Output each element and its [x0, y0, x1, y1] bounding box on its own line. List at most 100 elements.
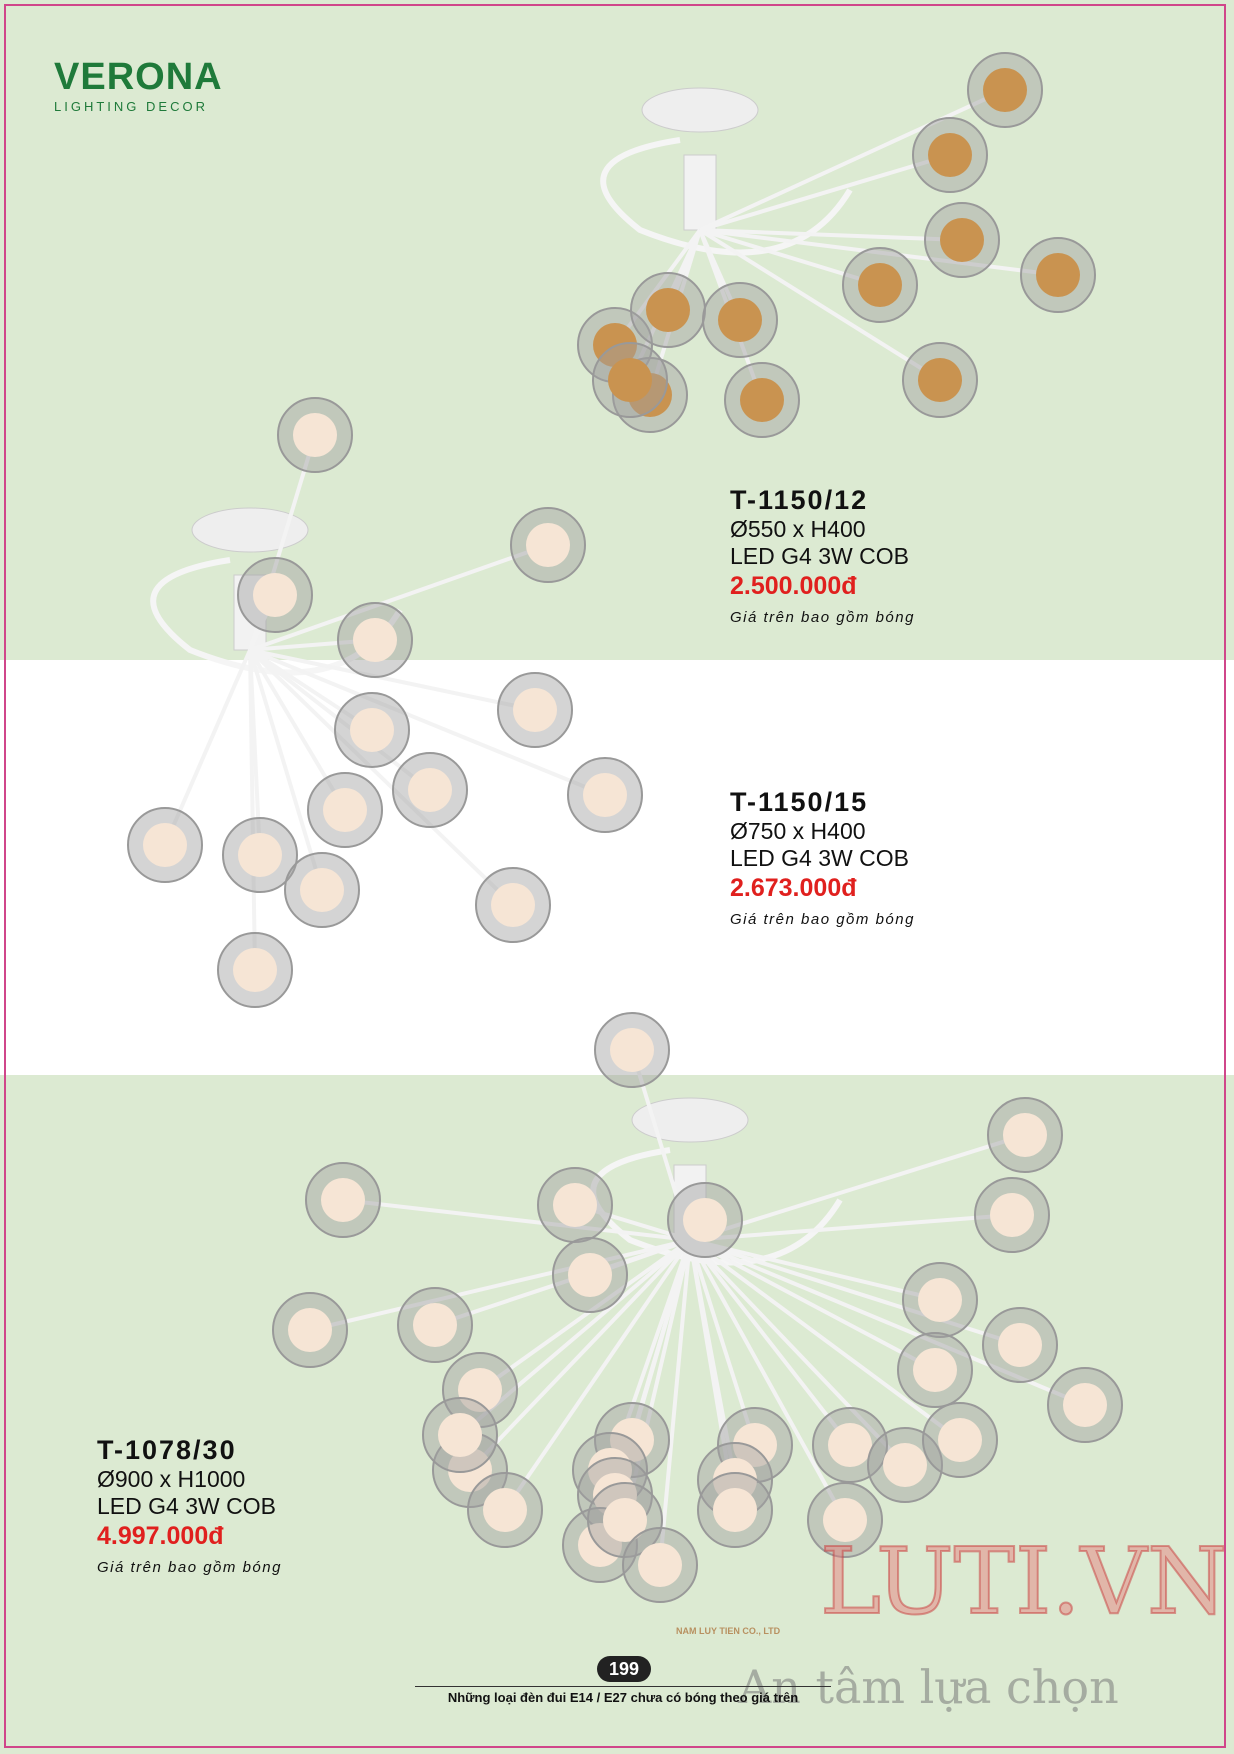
arm-branch [248, 648, 432, 792]
bulb [293, 413, 337, 457]
bulb [526, 523, 570, 567]
arm-branch [623, 1239, 692, 1521]
bulb [593, 323, 637, 367]
bulb [143, 823, 187, 867]
arm-branch [688, 1238, 852, 1447]
bulb [323, 788, 367, 832]
product-code: T-1150/15 [730, 787, 869, 817]
arm [150, 557, 403, 676]
bulb [823, 1498, 867, 1542]
bulb [938, 1418, 982, 1462]
bulb [638, 1543, 682, 1587]
arm-branch [699, 153, 951, 232]
arm-branch [248, 648, 515, 907]
bulb [610, 1028, 654, 1072]
arm-branch [503, 1238, 692, 1512]
bulb [1003, 1113, 1047, 1157]
bulb [940, 218, 984, 262]
arm-branch [689, 1238, 941, 1302]
arm-branch [688, 1239, 847, 1521]
product-size: Ø750 x H400 [730, 818, 866, 844]
watermark-brand: LUTI.VN [819, 1527, 1228, 1636]
bulb [253, 573, 297, 617]
bulb [238, 833, 282, 877]
logo: VERONA LIGHTING DECOR [54, 56, 223, 114]
product-note: Giá trên bao gồm bóng [730, 609, 915, 626]
bulb [553, 1183, 597, 1227]
arm-branch [434, 1238, 691, 1327]
bulb [513, 688, 557, 732]
bulb [491, 883, 535, 927]
product: T-1150/12 Ø550 x H400 LED G4 3W COB 2.50… [730, 485, 915, 626]
arm-branch [249, 648, 536, 712]
bulb [583, 773, 627, 817]
bulb [740, 378, 784, 422]
bulb [683, 1198, 727, 1242]
bulb [568, 1253, 612, 1297]
watermark-company: NAM LUY TIEN CO., LTD [676, 1626, 781, 1636]
arm-branch [688, 1238, 962, 1442]
bulb [983, 68, 1027, 112]
product-size: Ø550 x H400 [730, 516, 866, 542]
product-code: T-1078/30 [97, 1435, 237, 1465]
bulb [998, 1323, 1042, 1367]
bulb [408, 768, 452, 812]
product-price: 4.997.000đ [97, 1522, 224, 1550]
arm-branch [249, 543, 549, 652]
arm-branch [630, 1049, 692, 1241]
product-light: LED G4 3W COB [730, 845, 909, 871]
arm-branch [248, 648, 347, 812]
bulb [990, 1193, 1034, 1237]
canopy [631, 1097, 749, 1143]
product-size: Ø900 x H1000 [97, 1466, 246, 1492]
product-light: LED G4 3W COB [97, 1493, 276, 1519]
footer-note: Những loại đèn đui E14 / E27 chưa có bón… [415, 1686, 831, 1705]
product: T-1078/30 Ø900 x H1000 LED G4 3W COB 4.9… [97, 1435, 282, 1576]
bulb [718, 298, 762, 342]
arm-branch [688, 1238, 907, 1467]
bulb [458, 1368, 502, 1412]
arm-branch [468, 1238, 692, 1472]
canopy [641, 87, 759, 133]
arm-branch [699, 228, 1059, 277]
product-price: 2.673.000đ [730, 874, 857, 902]
bulb [288, 1308, 332, 1352]
bulb [353, 618, 397, 662]
arm-branch [688, 1239, 757, 1446]
arm-branch [699, 228, 963, 242]
bulb [713, 1488, 757, 1532]
arm-branch [613, 228, 702, 347]
bulb [603, 1498, 647, 1542]
brand-name: VERONA [54, 56, 223, 98]
bulb [413, 1303, 457, 1347]
arm-branch [689, 1133, 1026, 1242]
arm-branch [249, 648, 606, 797]
product-note: Giá trên bao gồm bóng [730, 911, 915, 928]
arm-branch [342, 1198, 691, 1242]
arm-branch [309, 1238, 691, 1332]
bulb [883, 1443, 927, 1487]
bulb [733, 1423, 777, 1467]
product-light: LED G4 3W COB [730, 543, 909, 569]
bulb [918, 358, 962, 402]
brand-tagline: LIGHTING DECOR [54, 99, 208, 114]
bulb [828, 1423, 872, 1467]
bulb [438, 1413, 482, 1457]
arm [590, 1147, 843, 1266]
arm-branch [248, 649, 257, 971]
product-code: T-1150/12 [730, 485, 869, 515]
bulb [608, 358, 652, 402]
bulb [483, 1488, 527, 1532]
bulb [918, 1278, 962, 1322]
stem [683, 154, 717, 231]
bulb [646, 288, 690, 332]
canopy [191, 507, 309, 553]
bulb [350, 708, 394, 752]
arm-branch [658, 1239, 692, 1566]
arm-branch [163, 649, 252, 846]
arm-branch [689, 1238, 1086, 1407]
arm-branch [458, 1238, 692, 1437]
arm-branch [689, 1213, 1013, 1242]
